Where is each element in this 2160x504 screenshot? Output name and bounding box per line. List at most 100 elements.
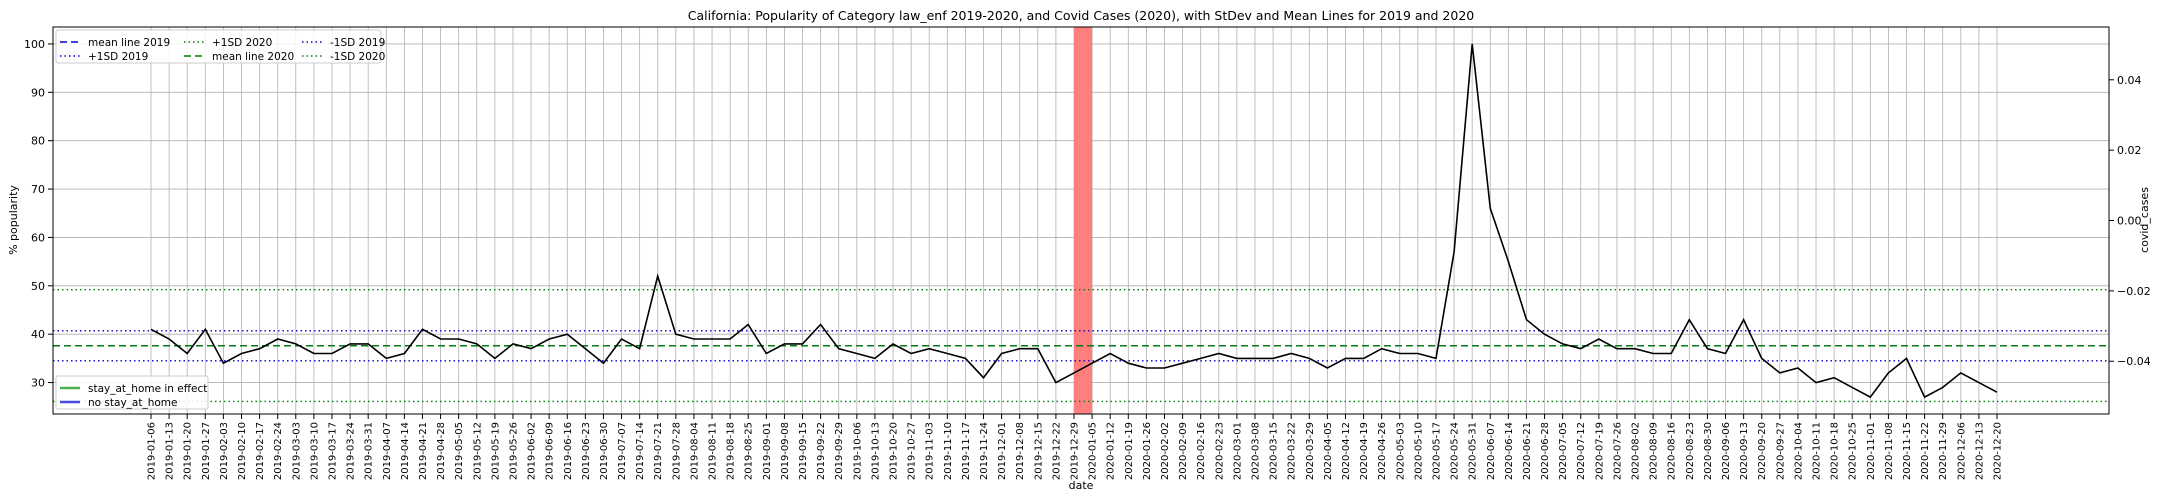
legend-label: mean line 2020: [212, 51, 294, 63]
x-tick-label: 2019-10-20: [889, 422, 900, 480]
x-axis: 2019-01-06 2019-01-13 2019-01-20 2019-01-27…: [147, 414, 2004, 480]
y2-tick-label: 0.02: [2117, 144, 2142, 157]
x-tick-label: 2019-09-08: [780, 422, 791, 480]
legend-frame: [55, 29, 382, 64]
y-tick-label: 50: [31, 280, 45, 293]
x-tick-label: 2019-03-10: [309, 422, 320, 480]
x-tick-label: 2020-05-24: [1450, 422, 1461, 480]
legend-label: stay_at_home in effect: [88, 383, 207, 395]
x-tick-label: 2019-11-24: [979, 422, 990, 480]
x-tick-label: 2019-02-03: [219, 422, 230, 480]
x-tick-label: 2019-08-04: [689, 422, 700, 480]
x-tick-label: 2019-04-21: [418, 422, 429, 480]
x-tick-label: 2019-04-07: [382, 422, 393, 480]
x-tick-label: 2019-01-06: [147, 422, 158, 480]
x-tick-label: 2019-08-25: [744, 422, 755, 480]
x-tick-label: 2020-04-19: [1359, 422, 1370, 480]
y2-tick-label: 0.00: [2117, 215, 2142, 228]
x-tick-label: 2019-01-13: [165, 422, 176, 480]
x-tick-label: 2020-05-17: [1432, 422, 1443, 480]
x-tick-label: 2020-03-08: [1251, 422, 1262, 480]
x-tick-label: 2020-12-20: [1993, 422, 2004, 480]
x-tick-label: 2020-11-29: [1938, 422, 1949, 480]
x-tick-label: 2019-06-02: [527, 422, 538, 480]
x-tick-label: 2019-12-22: [1051, 422, 1062, 480]
x-tick-label: 2020-06-28: [1540, 422, 1551, 480]
x-tick-label: 2020-02-23: [1214, 422, 1225, 480]
legend-label: +1SD 2019: [88, 51, 148, 63]
x-tick-label: 2019-10-13: [870, 422, 881, 480]
x-tick-label: 2019-07-21: [653, 422, 664, 480]
x-tick-label: 2019-12-29: [1070, 422, 1081, 480]
x-tick-label: 2020-03-22: [1287, 422, 1298, 480]
x-tick-label: 2019-04-14: [400, 422, 411, 480]
x-tick-label: 2019-10-27: [907, 422, 918, 480]
series-line: [150, 43, 1998, 399]
legend-frame: [55, 375, 209, 410]
x-tick-label: 2019-07-07: [617, 422, 628, 480]
x-tick-label: 2019-11-10: [943, 422, 954, 480]
x-tick-label: 2019-05-05: [454, 422, 465, 480]
x-tick-label: 2019-02-17: [255, 422, 266, 480]
highlight-span: [1074, 27, 1093, 414]
y2-tick-label: −0.02: [2117, 285, 2151, 298]
x-tick-label: 2019-05-19: [490, 422, 501, 480]
x-tick-label: 2020-09-13: [1739, 422, 1750, 480]
x-tick-label: 2019-03-17: [328, 422, 339, 480]
x-tick-label: 2019-12-01: [997, 422, 1008, 480]
x-tick-label: 2020-04-12: [1341, 422, 1352, 480]
legend-label: mean line 2019: [88, 37, 170, 49]
y-axis: 30 40 50 60 70 80 90 100: [24, 38, 53, 390]
x-tick-label: 2020-03-15: [1269, 422, 1280, 480]
x-tick-label: 2020-08-16: [1667, 422, 1678, 480]
x-tick-label: 2019-06-30: [599, 422, 610, 480]
x-tick-label: 2019-05-12: [472, 422, 483, 480]
x-tick-label: 2020-01-19: [1124, 422, 1135, 480]
y-tick-label: 90: [31, 86, 45, 99]
x-tick-label: 2020-03-29: [1305, 422, 1316, 480]
legend-label: -1SD 2020: [330, 51, 385, 63]
x-tick-label: 2020-06-14: [1504, 422, 1515, 480]
x-tick-label: 2020-07-12: [1576, 422, 1587, 480]
x-tick-label: 2020-09-06: [1721, 422, 1732, 480]
x-tick-label: 2019-07-14: [635, 422, 646, 480]
x-tick-label: 2019-09-15: [798, 422, 809, 480]
x-tick-label: 2019-01-20: [183, 422, 194, 480]
x-tick-label: 2020-01-05: [1088, 422, 1099, 480]
y-tick-label: 70: [31, 183, 45, 196]
x-tick-label: 2019-09-01: [762, 422, 773, 480]
x-tick-label: 2020-07-05: [1558, 422, 1569, 480]
x-tick-label: 2020-07-19: [1594, 422, 1605, 480]
y2-tick-label: −0.04: [2117, 355, 2151, 368]
x-tick-label: 2019-06-16: [563, 422, 574, 480]
x-tick-label: 2020-11-15: [1902, 422, 1913, 480]
x-tick-label: 2020-02-16: [1196, 422, 1207, 480]
x-tick-label: 2020-08-02: [1631, 422, 1642, 480]
x-tick-label: 2019-11-03: [925, 422, 936, 480]
x-axis-label: date: [1069, 479, 1094, 492]
x-tick-label: 2019-11-17: [961, 422, 972, 480]
y-tick-label: 60: [31, 231, 45, 244]
x-tick-label: 2020-12-13: [1974, 422, 1985, 480]
x-tick-label: 2019-03-24: [346, 422, 357, 480]
y-tick-label: 80: [31, 135, 45, 148]
x-tick-label: 2020-11-22: [1920, 422, 1931, 480]
legend-top: mean line 2019 +1SD 2019 +1SD 2020 mean lin…: [55, 29, 385, 64]
x-tick-label: 2019-08-18: [726, 422, 737, 480]
x-tick-label: 2020-04-26: [1377, 422, 1388, 480]
x-tick-label: 2020-10-04: [1793, 422, 1804, 480]
x-tick-label: 2019-08-11: [708, 422, 719, 480]
x-tick-label: 2019-09-22: [816, 422, 827, 480]
x-tick-label: 2020-10-11: [1812, 422, 1823, 480]
x-tick-label: 2020-11-01: [1866, 422, 1877, 480]
x-tick-label: 2020-05-10: [1413, 422, 1424, 480]
y2-axis: −0.04 −0.02 0.00 0.02 0.04: [2109, 74, 2151, 368]
x-tick-label: 2020-11-08: [1884, 422, 1895, 480]
x-tick-label: 2019-03-31: [364, 422, 375, 480]
x-tick-label: 2020-06-21: [1522, 422, 1533, 480]
series-lines: [150, 43, 1998, 399]
x-tick-label: 2020-05-03: [1395, 422, 1406, 480]
x-tick-label: 2019-02-10: [237, 422, 248, 480]
x-tick-label: 2020-08-09: [1649, 422, 1660, 480]
x-tick-label: 2020-02-02: [1160, 422, 1171, 480]
